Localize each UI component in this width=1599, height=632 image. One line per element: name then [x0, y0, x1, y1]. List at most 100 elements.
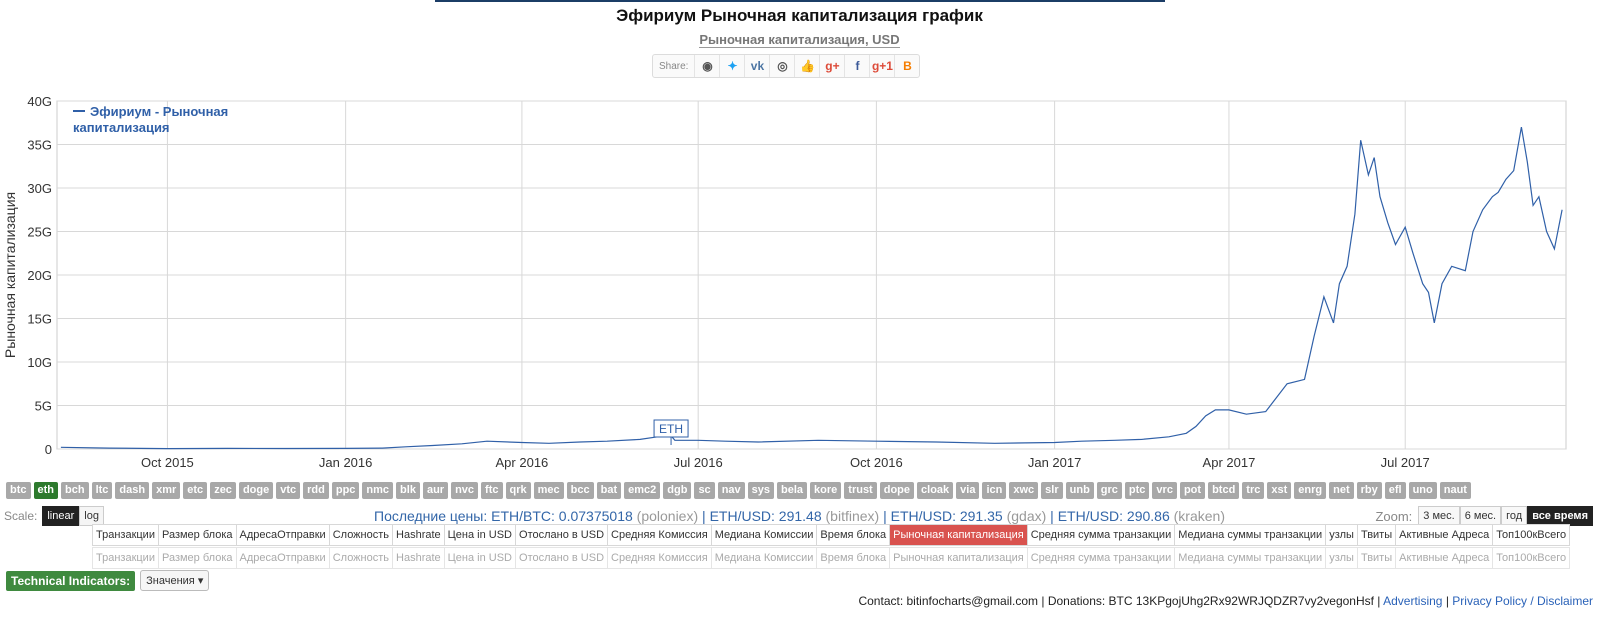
coin-button-etc[interactable]: etc	[183, 482, 208, 499]
metric-tab[interactable]: Средняя сумма транзакции	[1027, 525, 1176, 545]
coin-button-bcc[interactable]: bcc	[566, 482, 594, 499]
coin-button-slr[interactable]: slr	[1041, 482, 1063, 499]
metric-tab[interactable]: Средняя Комиссия	[608, 525, 712, 545]
coin-button-efl[interactable]: efl	[1384, 482, 1406, 499]
coin-button-doge[interactable]: doge	[238, 482, 274, 499]
coin-button-bch[interactable]: bch	[61, 482, 89, 499]
coin-button-icn[interactable]: icn	[982, 482, 1007, 499]
indicator-dropdown[interactable]: Значения ▾	[140, 570, 210, 591]
coin-button-enrg[interactable]: enrg	[1294, 482, 1327, 499]
coin-button-xwc[interactable]: xwc	[1009, 482, 1039, 499]
legend-label-cont[interactable]: капитализация	[73, 120, 170, 135]
coin-button-qrk[interactable]: qrk	[505, 482, 531, 499]
coin-button-trust[interactable]: trust	[844, 482, 877, 499]
blogger-icon[interactable]: B	[894, 55, 919, 77]
privacy-link[interactable]: Privacy Policy / Disclaimer	[1452, 594, 1593, 608]
coin-button-grc[interactable]: grc	[1096, 482, 1122, 499]
coin-button-vrc[interactable]: vrc	[1152, 482, 1177, 499]
market-cap-chart[interactable]: 0 5G 10G 15G 20G 25G 30G 35G 40G Oct 2015 Jan 2016…	[0, 90, 1599, 475]
metric-tab[interactable]: АдресаОтправки	[236, 525, 330, 545]
metric-tab[interactable]: Сложность	[329, 525, 394, 545]
metric-tab-secondary[interactable]: Отослано в USD	[516, 548, 609, 568]
coin-button-dgb[interactable]: dgb	[663, 482, 692, 499]
coin-button-trc[interactable]: trc	[1242, 482, 1265, 499]
metric-tab-secondary[interactable]: Время блока	[817, 548, 891, 568]
coin-button-cloak[interactable]: cloak	[917, 482, 954, 499]
coin-button-net[interactable]: net	[1329, 482, 1354, 499]
metric-tab-secondary[interactable]: Медиана суммы транзакции	[1175, 548, 1327, 568]
weibo-icon[interactable]: ◎	[769, 55, 794, 77]
metric-tab[interactable]: Рыночная капитализация	[890, 525, 1028, 545]
coin-button-emc2[interactable]: emc2	[624, 482, 661, 499]
coin-button-uno[interactable]: uno	[1408, 482, 1437, 499]
metric-tab[interactable]: Твиты	[1357, 525, 1397, 545]
coin-button-dope[interactable]: dope	[879, 482, 915, 499]
metric-tab[interactable]: Медиана суммы транзакции	[1175, 525, 1327, 545]
google-plus-one-icon[interactable]: g+1	[869, 55, 894, 77]
coin-button-btcd[interactable]: btcd	[1208, 482, 1240, 499]
coin-button-ftc[interactable]: ftc	[481, 482, 503, 499]
zoom-option-0[interactable]: 3 мес.	[1418, 506, 1460, 526]
scale-log-button[interactable]: log	[79, 506, 104, 526]
google-plus-icon[interactable]: g+	[819, 55, 844, 77]
metric-tab-secondary[interactable]: Твиты	[1358, 548, 1397, 568]
coin-button-naut[interactable]: naut	[1439, 482, 1471, 499]
metric-tab[interactable]: Активные Адреса	[1396, 525, 1494, 545]
coin-button-rby[interactable]: rby	[1356, 482, 1382, 499]
coin-button-rdd[interactable]: rdd	[303, 482, 329, 499]
coin-button-blk[interactable]: blk	[396, 482, 420, 499]
coin-button-bat[interactable]: bat	[596, 482, 622, 499]
coin-button-unb[interactable]: unb	[1065, 482, 1094, 499]
coin-button-ltc[interactable]: ltc	[91, 482, 113, 499]
metric-tab-secondary[interactable]: Активные Адреса	[1396, 548, 1494, 568]
metric-tab-secondary[interactable]: Топ100кВсего	[1496, 552, 1567, 564]
legend-label[interactable]: Эфириум - Рыночная	[90, 104, 228, 119]
coin-button-nvc[interactable]: nvc	[451, 482, 479, 499]
coin-button-sys[interactable]: sys	[747, 482, 775, 499]
facebook-icon[interactable]: f	[844, 55, 869, 77]
coin-button-via[interactable]: via	[956, 482, 980, 499]
zoom-option-2[interactable]: год	[1501, 506, 1528, 526]
metric-tab-secondary[interactable]: Цена in USD	[445, 548, 517, 568]
coin-button-aur[interactable]: aur	[422, 482, 449, 499]
coin-button-pot[interactable]: pot	[1179, 482, 1206, 499]
metric-tab[interactable]: узлы	[1326, 525, 1358, 545]
page-subtitle[interactable]: Рыночная капитализация, USD	[699, 32, 900, 48]
coin-button-kore[interactable]: kore	[810, 482, 842, 499]
scale-linear-button[interactable]: linear	[42, 506, 80, 526]
coin-button-eth[interactable]: eth	[33, 482, 58, 499]
metric-tab[interactable]: Медиана Комиссии	[711, 525, 818, 545]
metric-tab[interactable]: Транзакции	[93, 525, 159, 545]
metric-tab-secondary[interactable]: Hashrate	[393, 548, 445, 568]
metric-tab[interactable]: Размер блока	[158, 525, 237, 545]
like-icon[interactable]: 👍	[794, 55, 819, 77]
coin-button-nmc[interactable]: nmc	[362, 482, 394, 499]
coin-button-mec[interactable]: mec	[533, 482, 564, 499]
coin-button-xmr[interactable]: xmr	[152, 482, 181, 499]
vk-icon[interactable]: vk	[744, 55, 769, 77]
coin-button-vtc[interactable]: vtc	[276, 482, 301, 499]
metric-tab[interactable]: Топ100кВсего	[1493, 525, 1570, 545]
metric-tab-secondary[interactable]: Средняя сумма транзакции	[1028, 548, 1176, 568]
zoom-option-3[interactable]: все время	[1527, 506, 1593, 526]
metric-tab-secondary[interactable]: Сложность	[330, 548, 394, 568]
coin-button-xst[interactable]: xst	[1267, 482, 1292, 499]
twitter-icon[interactable]: ✦	[719, 55, 744, 77]
metric-tab-secondary[interactable]: Транзакции	[93, 548, 159, 568]
metric-tab-secondary[interactable]: Средняя Комиссия	[608, 548, 712, 568]
annotation-label[interactable]: ETH	[659, 422, 683, 436]
metric-tab-secondary[interactable]: узлы	[1326, 548, 1358, 568]
metric-tab-secondary[interactable]: Рыночная капитализация	[890, 548, 1028, 568]
coin-button-btc[interactable]: btc	[6, 482, 31, 499]
coin-button-ppc[interactable]: ppc	[331, 482, 360, 499]
metric-tab-secondary[interactable]: АдресаОтправки	[237, 548, 330, 568]
metric-tab[interactable]: Отослано в USD	[516, 525, 609, 545]
reddit-icon[interactable]: ◉	[694, 55, 719, 77]
coin-button-zec[interactable]: zec	[210, 482, 236, 499]
coin-button-nav[interactable]: nav	[717, 482, 745, 499]
coin-button-sc[interactable]: sc	[694, 482, 715, 499]
metric-tab-secondary[interactable]: Медиана Комиссии	[712, 548, 818, 568]
coin-button-dash[interactable]: dash	[115, 482, 150, 499]
coin-button-bela[interactable]: bela	[777, 482, 808, 499]
metric-tab-secondary[interactable]: Размер блока	[159, 548, 237, 568]
